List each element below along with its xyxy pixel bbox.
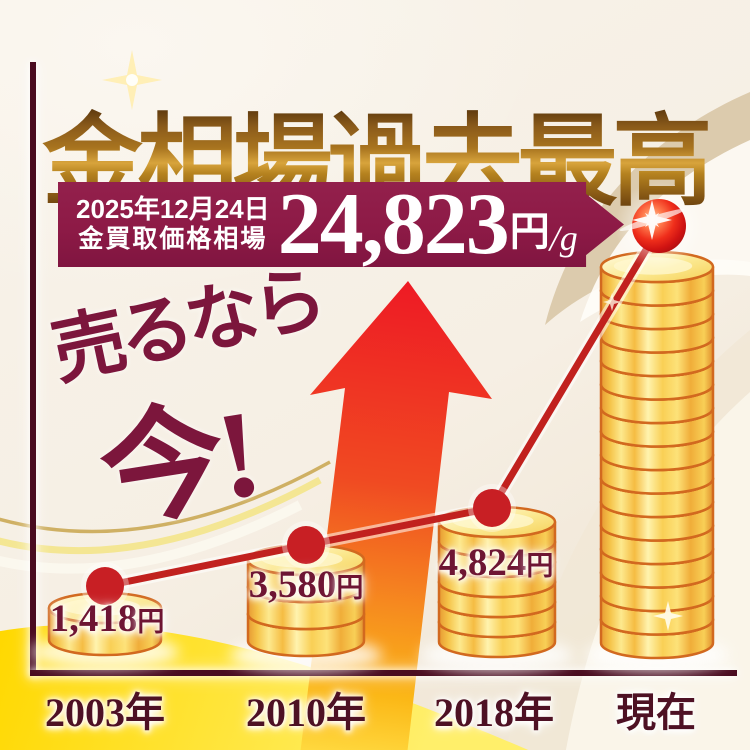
x-tick-2003: 2003年	[45, 690, 165, 735]
banner-unit-per-gram: /g	[549, 218, 578, 258]
red-sphere-icon	[615, 182, 703, 270]
banner-unit-yen: 円	[509, 209, 550, 254]
sparkle-icons	[603, 293, 683, 631]
chart-y-axis	[30, 62, 36, 676]
data-points	[81, 484, 516, 610]
value-number: 1,418	[49, 597, 138, 640]
x-tick-current: 現在	[616, 690, 696, 735]
x-tick-2010: 2010年	[246, 690, 366, 735]
title-sparkle-icon	[102, 50, 162, 110]
x-tick-2018: 2018年	[434, 690, 554, 735]
value-number: 4,824	[438, 541, 527, 584]
banner-label: 金買取価格相場	[78, 225, 268, 254]
value-label-2018: 4,824円	[411, 540, 581, 585]
banner-left-block: 2025年12月24日 金買取価格相場	[76, 194, 270, 254]
value-label-2003: 1,418円	[22, 596, 192, 641]
value-unit: 円	[336, 573, 364, 603]
coin-stacks	[47, 250, 715, 660]
banner-date: 2025年12月24日	[76, 194, 270, 225]
value-unit: 円	[526, 551, 554, 581]
price-banner: 2025年12月24日 金買取価格相場 24,823 円 /g	[58, 182, 624, 267]
banner-price: 24,823	[277, 175, 510, 273]
trend-line	[98, 221, 666, 593]
value-number: 3,580	[248, 563, 337, 606]
slogan-line2: 今!	[91, 384, 265, 545]
value-label-2010: 3,580円	[221, 562, 391, 607]
value-unit: 円	[137, 607, 165, 637]
chart-x-axis	[30, 670, 737, 676]
